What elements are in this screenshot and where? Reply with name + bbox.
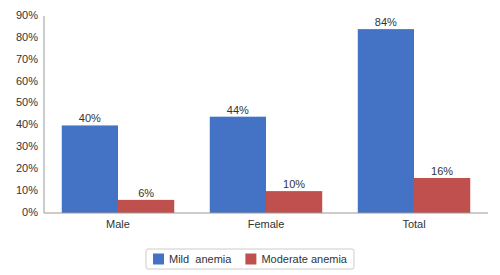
- bar: [414, 178, 470, 213]
- legend: Mild anemia Moderate anemia: [146, 249, 354, 269]
- bar: [62, 125, 118, 213]
- legend-label: Mild anemia: [169, 253, 232, 265]
- data-labels: 40% 44% 84% 6% 10% 16%: [79, 16, 453, 199]
- data-label: 16%: [431, 165, 453, 177]
- legend-label: Moderate anemia: [261, 253, 347, 265]
- bar: [118, 200, 174, 213]
- data-label: 84%: [375, 16, 397, 28]
- x-axis: Male Female Total: [106, 218, 426, 230]
- y-axis-line: [44, 16, 45, 213]
- legend-frame: [146, 249, 354, 269]
- y-tick-label: 0%: [22, 206, 38, 218]
- y-tick-label: 30%: [16, 140, 38, 152]
- y-tick-label: 80%: [16, 31, 38, 43]
- y-tick-label: 20%: [16, 162, 38, 174]
- bar: [210, 117, 266, 213]
- x-tick-label: Total: [402, 218, 425, 230]
- y-tick-label: 70%: [16, 53, 38, 65]
- x-axis-line: [44, 213, 488, 214]
- y-axis: 0% 10% 20% 30% 40% 50% 60% 70% 80% 90%: [16, 9, 38, 218]
- data-label: 44%: [227, 104, 249, 116]
- y-tick-label: 50%: [16, 96, 38, 108]
- data-label: 6%: [138, 187, 154, 199]
- data-label: 40%: [79, 112, 101, 124]
- y-tick-label: 10%: [16, 184, 38, 196]
- legend-swatch: [153, 254, 164, 265]
- chart-svg: 0% 10% 20% 30% 40% 50% 60% 70% 80% 90% 40% 44% 84% 6%…: [0, 0, 500, 275]
- bar: [266, 191, 322, 213]
- x-tick-label: Male: [106, 218, 130, 230]
- y-tick-label: 60%: [16, 75, 38, 87]
- y-tick-label: 40%: [16, 118, 38, 130]
- x-tick-label: Female: [248, 218, 285, 230]
- chart-container: 0% 10% 20% 30% 40% 50% 60% 70% 80% 90% 40% 44% 84% 6%…: [0, 0, 500, 275]
- data-label: 10%: [283, 178, 305, 190]
- bars: [62, 29, 470, 213]
- legend-swatch: [245, 254, 256, 265]
- y-tick-label: 90%: [16, 9, 38, 21]
- bar: [358, 29, 414, 213]
